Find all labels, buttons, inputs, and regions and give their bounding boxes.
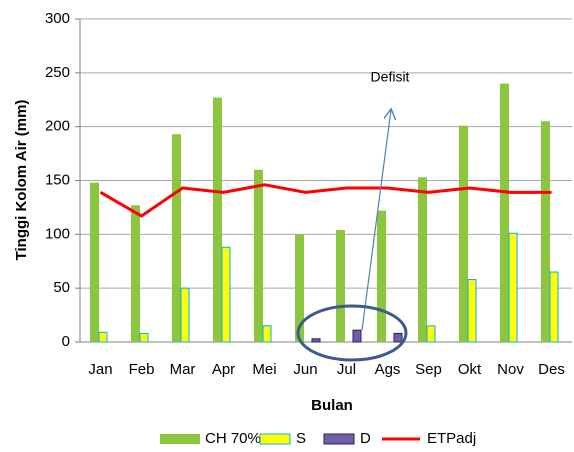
- x-axis-title: Bulan: [311, 397, 353, 414]
- x-tick-label: Okt: [458, 361, 482, 378]
- x-tick-label: Jul: [337, 361, 356, 378]
- x-tick-label: Apr: [212, 361, 235, 378]
- bar: [311, 338, 321, 343]
- x-tick-label: Mar: [170, 361, 196, 378]
- annotation-arrow: [361, 110, 391, 331]
- bar: [172, 134, 181, 342]
- legend-label: ETPadj: [427, 430, 476, 447]
- bar: [508, 232, 518, 343]
- bar: [549, 271, 559, 343]
- bar: [90, 182, 99, 342]
- bar: [98, 331, 108, 343]
- y-tick-label: 50: [53, 279, 70, 296]
- y-tick-label: 150: [45, 171, 70, 188]
- y-tick-label: 300: [45, 10, 70, 27]
- y-tick-label: 200: [45, 118, 70, 135]
- bar: [393, 332, 403, 343]
- x-tick-label: Mei: [252, 361, 276, 378]
- x-tick-label: Ags: [375, 361, 401, 378]
- annotation: Defisit: [371, 69, 410, 85]
- bar: [139, 332, 149, 343]
- legend-label: D: [360, 430, 371, 447]
- bar: [467, 279, 477, 343]
- bar: [295, 234, 304, 342]
- legend-swatch: [259, 433, 291, 445]
- x-tick-label: Jun: [293, 361, 317, 378]
- x-tick-label: Feb: [129, 361, 155, 378]
- bar: [180, 287, 190, 343]
- y-tick-label: 0: [62, 333, 70, 350]
- bar: [254, 169, 263, 342]
- bar: [418, 177, 427, 342]
- bar: [131, 205, 140, 342]
- line: [99, 183, 552, 218]
- legend-swatch: [323, 433, 355, 445]
- y-axis-title: Tinggi Kolom Air (mm): [13, 100, 30, 261]
- x-tick-label: Jan: [88, 361, 112, 378]
- bar: [377, 210, 386, 342]
- legend-label: CH 70%: [205, 430, 261, 447]
- legend-label: S: [296, 430, 306, 447]
- bar: [426, 325, 436, 343]
- x-tick-label: Des: [538, 361, 565, 378]
- annotation-ellipse: [296, 304, 408, 362]
- y-tick-label: 100: [45, 225, 70, 242]
- bar: [541, 121, 550, 343]
- bar: [352, 329, 362, 343]
- x-tick-label: Sep: [415, 361, 442, 378]
- bar: [500, 83, 509, 342]
- bar: [336, 230, 345, 342]
- bar: [221, 246, 231, 343]
- bar: [262, 325, 272, 343]
- bar: [213, 97, 222, 342]
- x-tick-label: Nov: [497, 361, 524, 378]
- bar: [459, 125, 468, 342]
- legend-swatch: [160, 434, 200, 444]
- y-tick-label: 250: [45, 64, 70, 81]
